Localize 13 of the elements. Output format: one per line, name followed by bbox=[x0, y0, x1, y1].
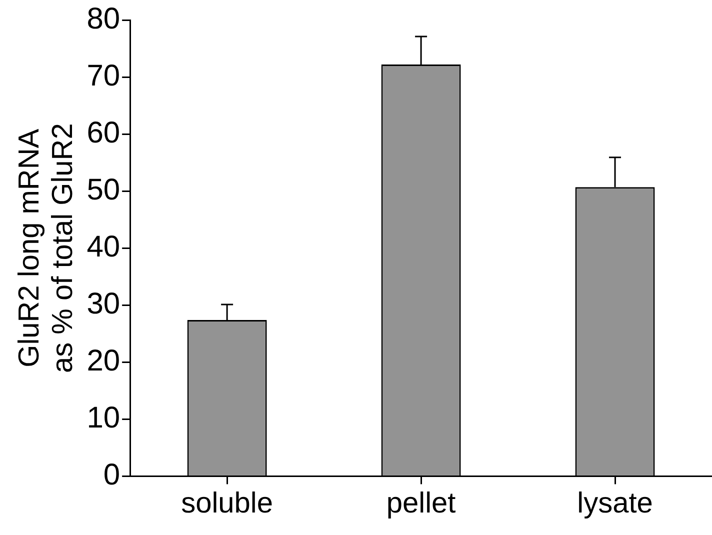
y-tick-label: 10 bbox=[86, 401, 120, 434]
x-tick-label: lysate bbox=[577, 488, 653, 520]
y-tick-label: 70 bbox=[86, 59, 120, 92]
y-tick-label: 80 bbox=[86, 2, 120, 36]
y-tick-label: 20 bbox=[86, 344, 120, 378]
x-tick-label: soluble bbox=[181, 488, 274, 520]
y-tick-label: 40 bbox=[86, 230, 120, 264]
y-tick-label: 30 bbox=[86, 287, 120, 320]
x-tick-label: pellet bbox=[386, 488, 456, 520]
y-tick-label: 50 bbox=[86, 173, 120, 206]
y-tick-label: 60 bbox=[86, 116, 120, 150]
y-tick-label: 0 bbox=[103, 458, 120, 492]
y-axis-title: GluR2 long mRNA as % of total GluR2 bbox=[14, 123, 80, 374]
